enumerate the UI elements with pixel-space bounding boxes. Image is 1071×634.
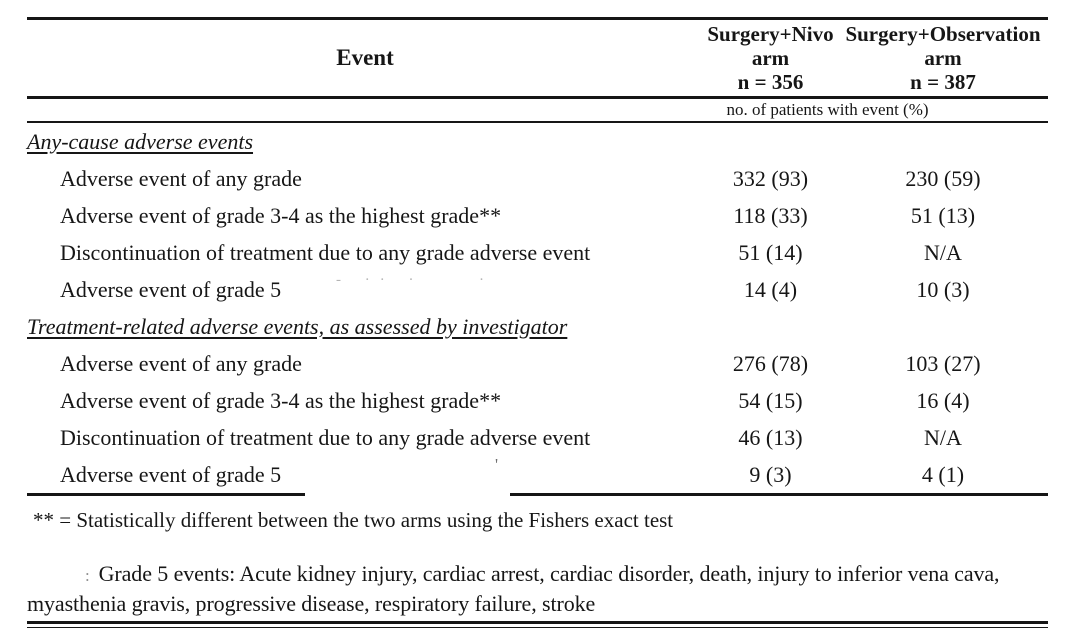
table-row: Discontinuation of treatment due to any … — [27, 419, 1048, 456]
table-row: Discontinuation of treatment due to any … — [27, 234, 1048, 271]
subheader-row: no. of patients with event (%) — [27, 99, 1048, 121]
arm2-value: 10 (3) — [916, 276, 970, 302]
row-label: Adverse event of any grade — [60, 350, 302, 376]
table-row: Adverse event of any grade 276 (78) 103 … — [27, 345, 1048, 382]
row-label: Adverse event of grade 3-4 as the highes… — [60, 387, 502, 413]
footnote-statistical: ** = Statistically different between the… — [33, 508, 674, 532]
arm1-arm-label: arm — [751, 46, 790, 70]
section-title: Treatment-related adverse events, as ass… — [27, 313, 568, 339]
footnote-grade5-text: Grade 5 events: Acute kidney injury, car… — [27, 561, 1000, 616]
faint-colon-mark: : — [85, 566, 90, 585]
section-header-treatment-related: Treatment-related adverse events, as ass… — [27, 308, 1048, 345]
arm1-value: 54 (15) — [738, 387, 803, 413]
section-title: Any-cause adverse events — [27, 128, 254, 154]
row-label: Adverse event of grade 5 — [60, 276, 282, 302]
arm2-value: N/A — [924, 239, 962, 265]
column-header-arm2: Surgery+Observation arm n = 387 — [838, 20, 1048, 96]
arm1-value: 51 (14) — [738, 239, 803, 265]
arm1-value: 332 (93) — [732, 165, 809, 191]
arm1-value: 276 (78) — [732, 350, 809, 376]
table-row: Adverse event of grade 3-4 as the highes… — [27, 382, 1048, 419]
row-label: Discontinuation of treatment due to any … — [60, 239, 591, 265]
arm2-value: 103 (27) — [905, 350, 981, 376]
row-label: Discontinuation of treatment due to any … — [60, 424, 591, 450]
row-label: Adverse event of any grade — [60, 165, 302, 191]
section-header-any-cause: Any-cause adverse events — [27, 123, 1048, 160]
row-label: Adverse event of grade 3-4 as the highes… — [60, 202, 502, 228]
subheader-label: no. of patients with event (%) — [726, 100, 929, 119]
header-divider-rule — [27, 96, 1048, 99]
table-row: Adverse event of grade 3-4 as the highes… — [27, 197, 1048, 234]
row-label: Adverse event of grade 5 — [60, 461, 282, 487]
arm2-value: 4 (1) — [921, 461, 965, 487]
arm2-value: 51 (13) — [910, 202, 976, 228]
faint-scan-dot: · — [479, 272, 484, 288]
bottom-rule-right-segment — [510, 493, 1048, 496]
bottom-rule-left-segment — [27, 493, 305, 496]
faint-scan-dots: - ·· · — [336, 272, 424, 288]
arm2-value: 16 (4) — [916, 387, 970, 413]
subheader-divider-rule — [27, 121, 1048, 123]
arm1-value: 46 (13) — [738, 424, 803, 450]
column-header-event: Event — [336, 45, 394, 70]
arm2-n: n = 387 — [910, 70, 976, 94]
arm1-value: 118 (33) — [733, 202, 808, 228]
arm1-title: Surgery+Nivo — [707, 22, 834, 46]
faint-tick-mark: ' — [495, 455, 499, 474]
adverse-events-table: Event Surgery+Nivo arm n = 356 Surgery+O… — [27, 17, 1048, 628]
page-bottom-double-rule — [27, 621, 1048, 628]
table-row: Adverse event of any grade 332 (93) 230 … — [27, 160, 1048, 197]
arm1-n: n = 356 — [737, 70, 804, 94]
column-header-arm1: Surgery+Nivo arm n = 356 — [703, 20, 838, 96]
table-bottom-rule — [27, 493, 1048, 496]
arm2-arm-label: arm — [924, 46, 962, 70]
arm1-value: 14 (4) — [743, 276, 798, 302]
table-row: Adverse event of grade 5 14 (4) 10 (3) — [27, 271, 1048, 308]
table-row: Adverse event of grade 5 9 (3) 4 (1) — [27, 456, 1048, 493]
table-top-rule — [27, 17, 1048, 20]
arm2-title: Surgery+Observation — [845, 22, 1041, 46]
bottom-rule-gap — [305, 493, 510, 496]
footnote-grade5-events: : Grade 5 events: Acute kidney injury, ca… — [27, 560, 1048, 618]
table-header-row: Event Surgery+Nivo arm n = 356 Surgery+O… — [27, 20, 1048, 96]
arm2-value: 230 (59) — [905, 165, 981, 191]
arm2-value: N/A — [924, 424, 962, 450]
arm1-value: 9 (3) — [749, 461, 792, 487]
